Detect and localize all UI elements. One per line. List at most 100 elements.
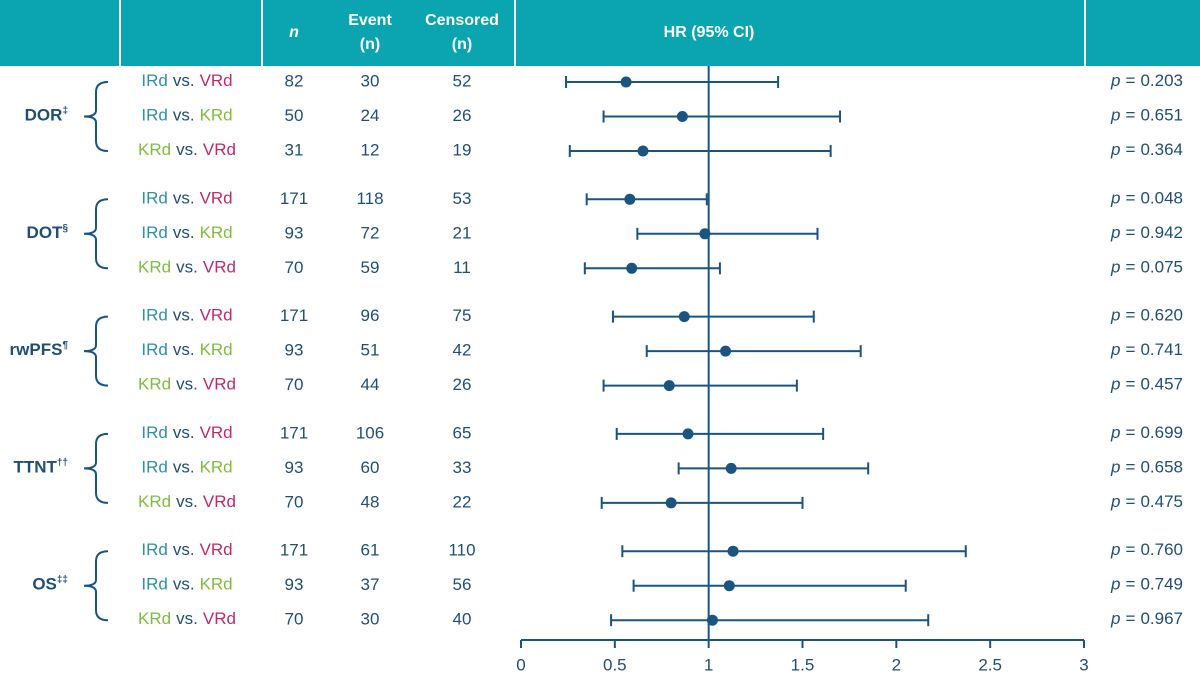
x-tick-label: 1 xyxy=(704,655,713,674)
arm: KRd xyxy=(138,375,171,394)
comparison: IRd vs. KRd xyxy=(141,341,232,360)
p-number: 0.457 xyxy=(1140,375,1183,394)
group-name: rwPFS xyxy=(10,341,63,360)
p-value: p = 0.203 xyxy=(1110,71,1183,90)
p-symbol: p xyxy=(1110,458,1120,477)
p-symbol: p xyxy=(1110,140,1120,159)
arm: IRd xyxy=(141,189,167,208)
group-brace xyxy=(83,198,109,270)
p-number: 0.942 xyxy=(1140,223,1183,242)
arm: IRd xyxy=(141,341,167,360)
n-value: 171 xyxy=(280,189,308,208)
event-value: 96 xyxy=(361,306,380,325)
comparison: IRd vs. KRd xyxy=(141,223,232,242)
arm: KRd xyxy=(138,492,171,511)
versus: vs. xyxy=(176,610,198,629)
n-value: 93 xyxy=(285,458,304,477)
arm: IRd xyxy=(141,541,167,560)
group-brace xyxy=(83,315,109,387)
event-value: 37 xyxy=(361,575,380,594)
event-value: 72 xyxy=(361,223,380,242)
arm: VRd xyxy=(203,258,236,277)
arm: VRd xyxy=(203,610,236,629)
censored-value: 65 xyxy=(453,423,472,442)
comparison: KRd vs. VRd xyxy=(138,258,236,277)
event-value: 48 xyxy=(361,492,380,511)
p-number: 0.967 xyxy=(1140,610,1183,629)
versus: vs. xyxy=(173,71,195,90)
p-symbol: p xyxy=(1110,541,1120,560)
p-value: p = 0.699 xyxy=(1110,423,1183,442)
p-value: p = 0.364 xyxy=(1110,140,1183,159)
n-value: 93 xyxy=(285,341,304,360)
x-tick-label: 0.5 xyxy=(603,655,627,674)
n-value: 50 xyxy=(285,106,304,125)
event-value: 51 xyxy=(361,341,380,360)
event-value: 59 xyxy=(361,258,380,277)
arm: KRd xyxy=(200,106,233,125)
p-equals: = xyxy=(1126,258,1136,277)
p-symbol: p xyxy=(1110,375,1120,394)
hr-point xyxy=(676,111,688,122)
header-band xyxy=(0,0,1200,66)
n-value: 93 xyxy=(285,223,304,242)
p-equals: = xyxy=(1126,492,1136,511)
p-equals: = xyxy=(1126,223,1136,242)
n-value: 70 xyxy=(285,258,304,277)
arm: VRd xyxy=(200,306,233,325)
group-brace xyxy=(83,550,109,622)
event-value: 24 xyxy=(361,106,380,125)
group-footnote: § xyxy=(62,222,68,233)
versus: vs. xyxy=(173,541,195,560)
p-number: 0.741 xyxy=(1140,341,1183,360)
arm: VRd xyxy=(203,140,236,159)
p-symbol: p xyxy=(1110,106,1120,125)
versus: vs. xyxy=(173,423,195,442)
comparison: IRd vs. KRd xyxy=(141,106,232,125)
arm: KRd xyxy=(200,575,233,594)
comparison: IRd vs. VRd xyxy=(141,71,232,90)
p-number: 0.620 xyxy=(1140,306,1183,325)
arm: IRd xyxy=(141,575,167,594)
p-equals: = xyxy=(1126,541,1136,560)
comparison: IRd vs. VRd xyxy=(141,423,232,442)
group-brace xyxy=(83,432,109,504)
n-value: 171 xyxy=(280,423,308,442)
arm: VRd xyxy=(200,423,233,442)
arm: VRd xyxy=(203,492,236,511)
arm: KRd xyxy=(200,458,233,477)
hr-point xyxy=(706,614,718,626)
x-tick-label: 2.5 xyxy=(978,655,1002,674)
p-value: p = 0.048 xyxy=(1110,189,1183,208)
p-number: 0.651 xyxy=(1140,106,1183,125)
censored-value: 19 xyxy=(453,140,472,159)
event-value: 12 xyxy=(361,140,380,159)
n-value: 70 xyxy=(285,492,304,511)
hr-point xyxy=(720,345,732,357)
arm: KRd xyxy=(138,610,171,629)
comparison: IRd vs. VRd xyxy=(141,189,232,208)
group-name: DOT xyxy=(27,223,64,242)
p-symbol: p xyxy=(1110,423,1120,442)
p-symbol: p xyxy=(1110,575,1120,594)
p-equals: = xyxy=(1126,306,1136,325)
hr-point xyxy=(682,428,694,440)
p-symbol: p xyxy=(1110,258,1120,277)
arm: KRd xyxy=(138,258,171,277)
n-value: 70 xyxy=(285,375,304,394)
hr-point xyxy=(626,262,638,274)
x-tick-label: 1.5 xyxy=(791,655,815,674)
group-name: OS xyxy=(32,575,57,594)
x-tick-label: 3 xyxy=(1079,655,1088,674)
group-footnote: ¶ xyxy=(62,340,68,351)
p-symbol: p xyxy=(1110,223,1120,242)
group-footnote: ‡ xyxy=(62,105,68,116)
hr-point xyxy=(725,462,737,474)
header-event: Event xyxy=(348,12,392,29)
comparison: KRd vs. VRd xyxy=(138,492,236,511)
p-equals: = xyxy=(1126,575,1136,594)
hr-point xyxy=(699,228,711,240)
n-value: 31 xyxy=(285,140,304,159)
p-number: 0.048 xyxy=(1140,189,1183,208)
